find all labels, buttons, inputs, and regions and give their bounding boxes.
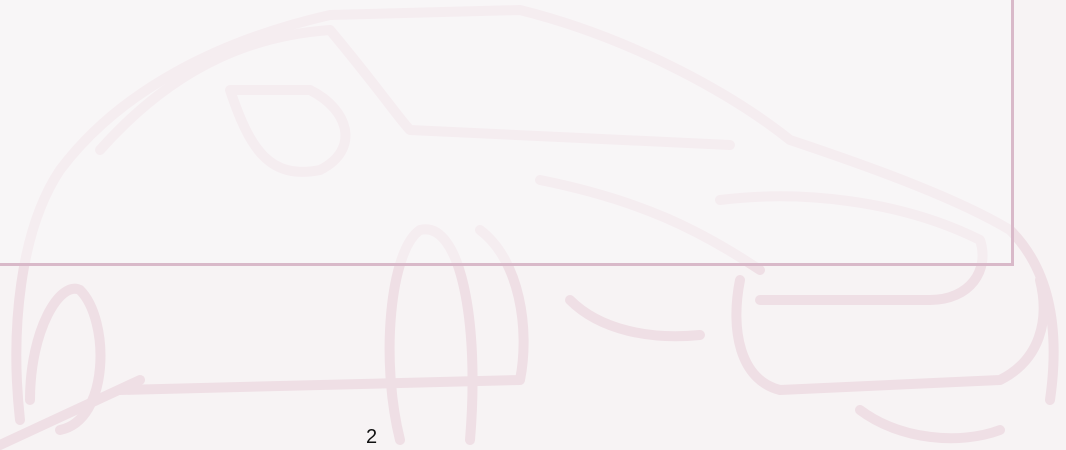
content-frame [0, 0, 1014, 266]
page-number: 2 [366, 426, 377, 449]
page: {"page_number": "2"} 2 (() => { const da… [0, 0, 1066, 450]
